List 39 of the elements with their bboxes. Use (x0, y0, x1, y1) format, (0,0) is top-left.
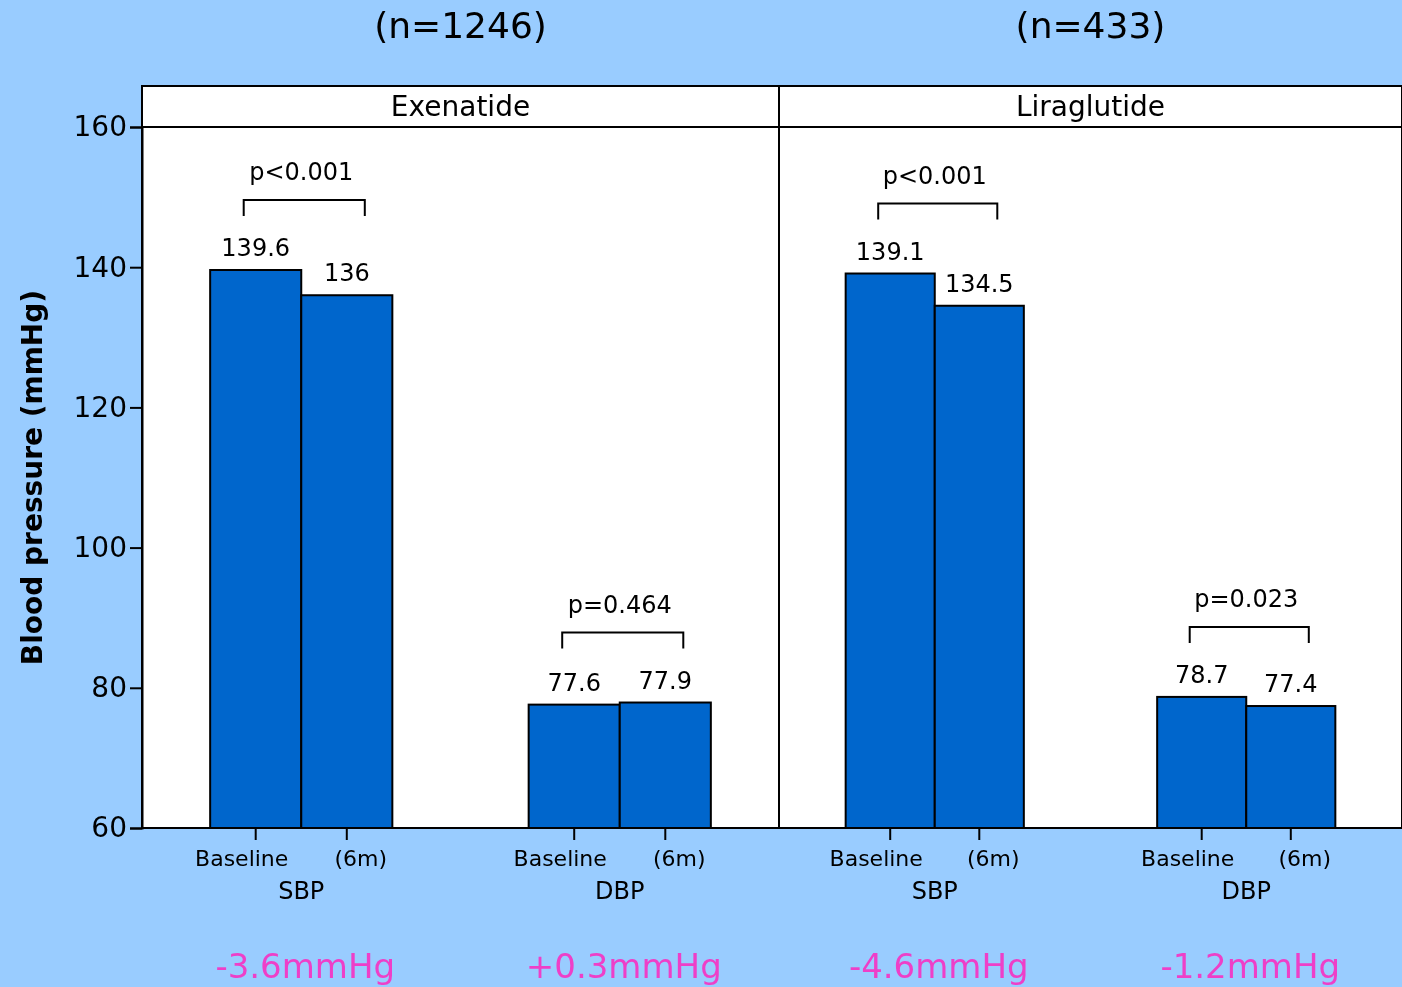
text: SBP (278, 877, 325, 905)
chart-subtitle: (n=1246) (374, 5, 547, 46)
x-tick-label: (6m) (967, 846, 1020, 871)
x-tick-label: Baseline (829, 846, 923, 871)
data-label: 77.9 (638, 666, 693, 695)
chart-title: Liraglutide (1015, 90, 1166, 123)
text: DBP (595, 877, 645, 905)
y-tick-label: 60 (91, 811, 127, 845)
x-tick-label: (6m) (334, 846, 388, 871)
x-tick-label: (6m) (653, 846, 706, 871)
y-tick-label: 120 (73, 390, 127, 424)
text: -3.6mmHg (215, 946, 396, 986)
annotation: p=0.464 (567, 590, 672, 619)
data-label: 139.6 (221, 234, 291, 262)
text: -1.2mmHg (1160, 946, 1341, 986)
data-label: 77.4 (1264, 670, 1318, 699)
chart-subtitle: (n=433) (1015, 5, 1166, 46)
y-tick-label: 140 (73, 250, 127, 284)
y-tick-label: 160 (73, 110, 127, 144)
data-label: 136 (323, 259, 370, 288)
data-label: 139.1 (855, 237, 925, 266)
annotation: p<0.001 (882, 161, 987, 190)
x-tick-label: Baseline (513, 846, 607, 871)
x-tick-label: Baseline (195, 846, 289, 871)
y-tick-label: 100 (73, 531, 127, 565)
annotation: p=0.023 (1194, 584, 1299, 613)
data-label: 134.5 (944, 269, 1014, 298)
text: SBP (911, 877, 958, 905)
data-label: 77.6 (547, 668, 601, 697)
text: -4.6mmHg (848, 946, 1029, 986)
x-tick-label: Baseline (1141, 846, 1235, 871)
text: +0.3mmHg (525, 946, 722, 986)
y-tick-label: 80 (91, 671, 127, 705)
data-label: 78.7 (1174, 660, 1229, 689)
annotation: p<0.001 (249, 158, 354, 186)
x-tick-label: (6m) (1278, 846, 1332, 871)
chart-title: Exenatide (390, 90, 531, 123)
text: DBP (1221, 877, 1271, 905)
y-axis-title: Blood pressure (mmHg) (16, 289, 49, 666)
